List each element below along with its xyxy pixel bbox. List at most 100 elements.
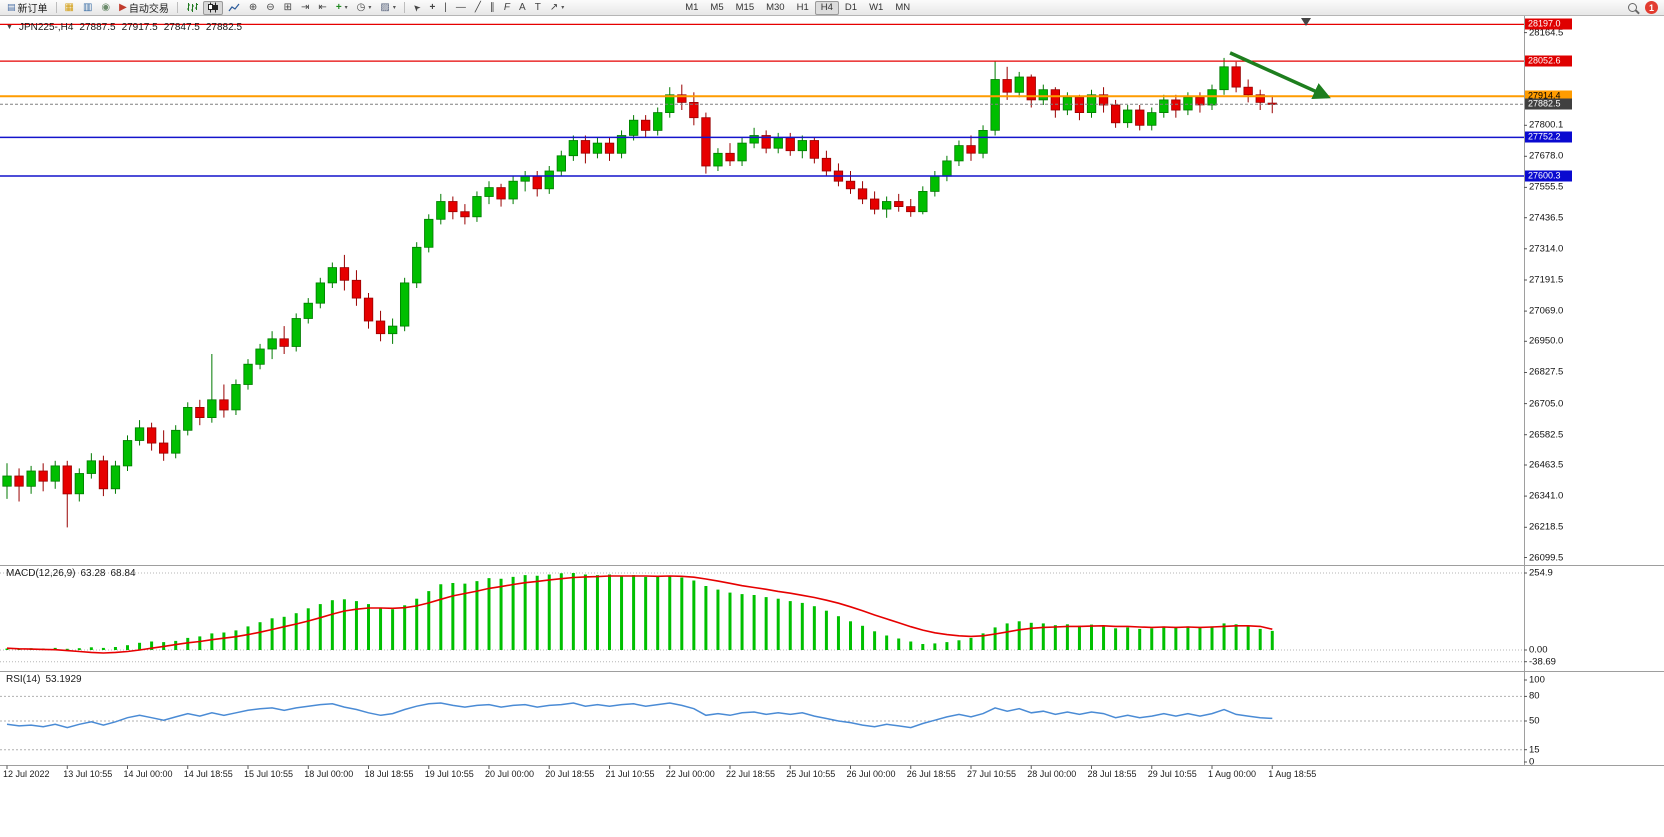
candle-body bbox=[857, 188, 868, 200]
candle-body bbox=[954, 145, 964, 162]
rsi-value: 53.1929 bbox=[45, 674, 82, 685]
timeframe-m5[interactable]: M5 bbox=[710, 2, 724, 13]
zoom-out-icon: ⊖ bbox=[266, 1, 275, 13]
toolbar-separator bbox=[403, 2, 405, 13]
auto-trading-button[interactable]: ▶ 自动交易 bbox=[115, 1, 173, 15]
candle-body bbox=[1038, 89, 1048, 101]
tile-windows-icon: ⊞ bbox=[283, 1, 293, 13]
chart-shift-marker[interactable] bbox=[1300, 18, 1311, 26]
candle-body bbox=[134, 427, 145, 441]
horizontal-line-tool-button[interactable]: — bbox=[452, 1, 470, 15]
candle-body bbox=[1183, 96, 1193, 111]
zoom-in-icon: ⊕ bbox=[248, 1, 258, 13]
candle-body bbox=[484, 187, 494, 197]
label-tool-button[interactable]: T bbox=[531, 1, 545, 15]
template-icon: ▨ bbox=[380, 1, 390, 13]
new-order-button[interactable]: ▤ 新订单 bbox=[3, 1, 52, 16]
one-click-trading-toggle[interactable]: ▼ bbox=[6, 24, 13, 31]
tile-windows-button[interactable]: ⊞ bbox=[280, 1, 296, 15]
candle-body bbox=[737, 142, 747, 162]
channel-tool-button[interactable]: ∥ bbox=[486, 1, 499, 15]
candle-body bbox=[1074, 96, 1085, 114]
timeframe-mn[interactable]: MN bbox=[895, 2, 911, 13]
templates-button[interactable]: ▨ ▾ bbox=[376, 1, 399, 15]
candle-body bbox=[713, 152, 723, 167]
navigator-button[interactable]: ◉ bbox=[97, 1, 114, 15]
dropdown-caret-icon: ▾ bbox=[344, 5, 348, 11]
fibonacci-tool-button[interactable]: F bbox=[500, 1, 514, 15]
chart-title: ▼ JPN225-,H4 27887.5 27917.5 27847.5 278… bbox=[6, 22, 242, 33]
arrows-tool-button[interactable]: ↗ ▾ bbox=[546, 1, 568, 15]
text-icon: A bbox=[519, 1, 526, 13]
candle-body bbox=[665, 94, 675, 114]
candle-body bbox=[653, 112, 663, 131]
chart-canvas[interactable] bbox=[0, 0, 1664, 800]
text-tool-button[interactable]: A bbox=[515, 1, 530, 15]
candle-body bbox=[399, 282, 410, 327]
chart-symbol-period: JPN225-,H4 bbox=[18, 22, 74, 33]
zoom-out-button[interactable]: ⊖ bbox=[262, 1, 278, 15]
bar-chart-mode-button[interactable] bbox=[182, 1, 202, 15]
candle-body bbox=[809, 140, 819, 159]
dropdown-caret-icon: ▾ bbox=[368, 5, 372, 11]
timeframe-h1[interactable]: H1 bbox=[796, 2, 809, 13]
candle-body bbox=[1255, 94, 1265, 103]
candle-body bbox=[291, 318, 301, 347]
candle-body bbox=[677, 94, 687, 103]
periods-button[interactable]: ◷ ▾ bbox=[353, 1, 376, 15]
candle-body bbox=[219, 399, 229, 411]
auto-trading-icon: ▶ bbox=[119, 1, 127, 13]
macd-signal-value: 68.84 bbox=[110, 568, 136, 579]
candle-body bbox=[556, 155, 566, 172]
auto-scroll-button[interactable]: ⇥ bbox=[297, 1, 313, 15]
main-toolbar: ▤ 新订单 ▦ ▥ ◉ ▶ 自动交易 ⊕ ⊖ ⊞ ⇥ ⇤ + ▾ ◷ ▾ ▨ ▾ ➤ … bbox=[0, 0, 1664, 16]
chart-shift-button[interactable]: ⇤ bbox=[314, 1, 330, 15]
trendline-tool-button[interactable]: ╱ bbox=[471, 1, 485, 15]
candle-body bbox=[412, 246, 422, 284]
timeframe-m30[interactable]: M30 bbox=[766, 2, 785, 13]
search-icon[interactable] bbox=[1628, 3, 1637, 12]
candle-body bbox=[1243, 86, 1253, 96]
trend-arrow-object[interactable] bbox=[1229, 51, 1331, 100]
candle-body bbox=[629, 119, 639, 136]
cursor-tool-button[interactable]: ➤ bbox=[409, 1, 425, 15]
candle-body bbox=[279, 338, 289, 347]
timeframe-w1[interactable]: W1 bbox=[869, 2, 884, 13]
candle-body bbox=[882, 201, 892, 210]
candle-body bbox=[701, 117, 711, 167]
line-chart-mode-button[interactable] bbox=[224, 1, 244, 15]
timeframe-h4[interactable]: H4 bbox=[814, 0, 839, 15]
candle-body bbox=[520, 175, 530, 182]
crosshair-tool-button[interactable]: + bbox=[425, 1, 439, 15]
timeframe-d1[interactable]: D1 bbox=[844, 2, 858, 13]
market-watch-button[interactable]: ▥ bbox=[79, 1, 96, 15]
candle-body bbox=[436, 201, 446, 220]
timeframe-m1[interactable]: M1 bbox=[685, 2, 699, 13]
candle-body bbox=[315, 282, 326, 304]
candle-body bbox=[171, 429, 181, 454]
candle-body bbox=[785, 137, 795, 152]
bar-low-value: 27847.5 bbox=[163, 22, 200, 33]
candle-body bbox=[870, 198, 880, 210]
zoom-in-button[interactable]: ⊕ bbox=[245, 1, 261, 15]
timeframe-m15[interactable]: M15 bbox=[735, 2, 755, 13]
candle-body bbox=[1098, 94, 1109, 106]
profiles-button[interactable]: ▦ bbox=[61, 1, 78, 15]
candle-body bbox=[894, 201, 904, 207]
vertical-line-icon: | bbox=[444, 1, 447, 13]
candle-body bbox=[544, 170, 554, 190]
market-watch-icon: ▥ bbox=[82, 1, 93, 13]
candle-body bbox=[1135, 109, 1145, 126]
candle-body bbox=[592, 142, 603, 154]
candle-body bbox=[845, 180, 856, 190]
notification-badge[interactable]: 1 bbox=[1645, 1, 1658, 14]
candle-body bbox=[930, 175, 940, 192]
candle-body bbox=[1219, 66, 1229, 91]
candle-body bbox=[26, 470, 36, 487]
indicators-button[interactable]: + ▾ bbox=[332, 1, 352, 15]
candlestick-mode-button[interactable] bbox=[202, 0, 223, 15]
vertical-line-tool-button[interactable]: | bbox=[440, 1, 451, 15]
auto-trading-label: 自动交易 bbox=[128, 4, 169, 15]
line-chart-icon bbox=[228, 3, 240, 12]
